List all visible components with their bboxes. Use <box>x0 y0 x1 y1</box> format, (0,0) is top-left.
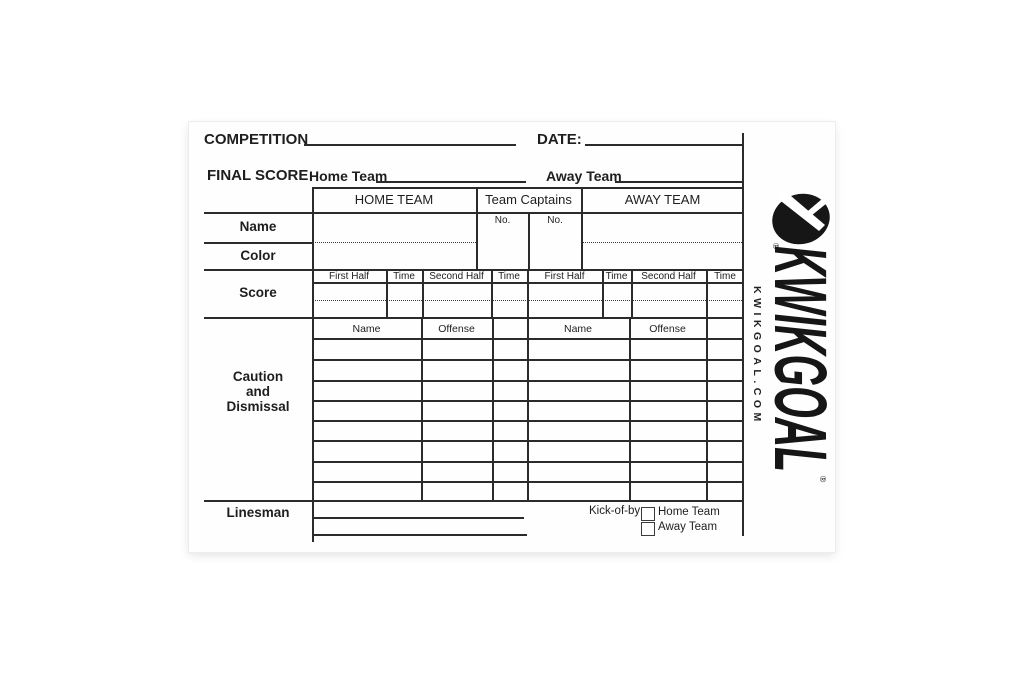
home-team-score-line[interactable] <box>376 181 526 183</box>
away-team-checkbox[interactable] <box>641 522 655 536</box>
date-label: DATE: <box>537 131 582 148</box>
linesman-row-label: Linesman <box>226 505 290 520</box>
registered-mark: ® <box>818 476 828 483</box>
kwikgoal-website: KWIKGOAL.COM <box>751 286 763 426</box>
score-col-header: First Half <box>329 271 369 282</box>
linesman-field-line-1[interactable] <box>312 517 524 519</box>
table-grid-line <box>312 187 314 542</box>
score-col-header: Time <box>498 271 520 282</box>
score-col-header: Second Half <box>641 271 696 282</box>
score-col-header: Time <box>714 271 736 282</box>
soccer-ball-icon <box>772 190 830 245</box>
final-score-label: FINAL SCORE <box>207 167 309 184</box>
competition-label: COMPETITION <box>204 131 309 148</box>
table-grid-line <box>312 187 744 189</box>
captain-number-header: No. <box>547 215 563 226</box>
score-col-header: Time <box>605 271 628 282</box>
home-team-column-header: HOME TEAM <box>354 192 434 207</box>
table-grid-line <box>422 269 424 319</box>
caution-row-label-line: and <box>245 384 270 399</box>
dotted-grid-line <box>312 242 476 243</box>
score-col-header: Time <box>393 271 415 282</box>
table-grid-line <box>204 269 744 272</box>
table-grid-line <box>491 269 493 319</box>
score-col-header: First Half <box>544 271 585 282</box>
table-grid-line <box>631 269 633 319</box>
table-grid-line <box>492 317 494 502</box>
table-grid-line <box>204 500 744 503</box>
home-team-score-label: Home Team <box>309 168 388 184</box>
kick-of-by-label: Kick-of-by <box>589 505 641 517</box>
table-grid-line <box>421 317 423 502</box>
table-grid-line <box>386 269 388 319</box>
table-grid-line <box>476 187 478 271</box>
kwikgoal-logo: ® KWIKGOAL ® KWIKGOAL.COM <box>748 188 834 486</box>
table-grid-line <box>706 317 708 502</box>
team-captains-column-header: Team Captains <box>485 192 572 207</box>
table-grid-line <box>204 242 312 244</box>
caution-col-header: Name <box>352 323 381 335</box>
table-grid-line <box>528 212 530 271</box>
away-team-score-line[interactable] <box>615 181 744 183</box>
captain-number-header: No. <box>494 215 511 226</box>
caution-row-label-line: Dismissal <box>226 399 290 414</box>
dotted-grid-line <box>581 242 744 243</box>
competition-field-line[interactable] <box>304 144 516 146</box>
caution-row-label-line: Caution <box>232 369 284 384</box>
kwikgoal-wordmark: KWIKGOAL <box>764 246 834 472</box>
score-row-label: Score <box>239 285 277 300</box>
linesman-field-line-2[interactable] <box>312 534 527 536</box>
name-row-label: Name <box>239 219 277 234</box>
away-team-checkbox-label: Away Team <box>658 521 718 533</box>
caution-col-header: Offense <box>649 323 686 335</box>
home-team-checkbox[interactable] <box>641 507 655 521</box>
table-grid-line <box>742 133 744 536</box>
away-team-column-header: AWAY TEAM <box>624 192 701 207</box>
table-grid-line <box>629 317 631 502</box>
away-team-score-label: Away Team <box>546 168 622 184</box>
table-grid-line <box>527 317 529 502</box>
table-grid-line <box>602 269 604 319</box>
color-row-label: Color <box>240 248 276 263</box>
caution-row-label: Caution and Dismissal <box>204 369 312 414</box>
table-grid-line <box>706 269 708 319</box>
caution-col-header: Name <box>563 323 592 335</box>
home-team-checkbox-label: Home Team <box>658 506 720 518</box>
table-grid-line <box>204 212 744 215</box>
table-grid-line <box>581 187 583 271</box>
kwikgoal-wordmark-text: KWIKGOAL <box>764 246 834 472</box>
table-grid-line <box>527 269 529 319</box>
score-col-header: Second Half <box>429 271 484 282</box>
scorecard: COMPETITION DATE: FINAL SCORE Home Team … <box>189 122 835 552</box>
table-grid-line <box>204 317 744 320</box>
caution-col-header: Offense <box>438 323 475 335</box>
date-field-line[interactable] <box>585 144 744 146</box>
